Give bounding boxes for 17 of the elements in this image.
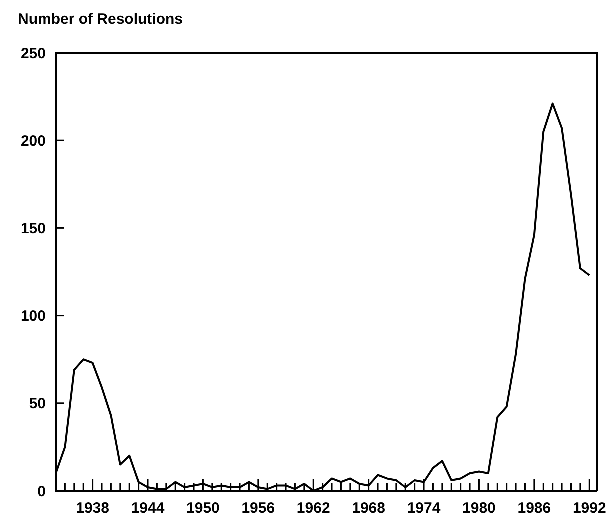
y-tick-label: 0 [38,483,46,500]
y-tick-label: 100 [20,308,46,326]
y-tick-label: 250 [20,45,46,62]
chart-title: Number of Resolutions [18,11,184,28]
y-tick-label: 150 [20,220,46,238]
x-tick-label: 1962 [296,500,330,517]
x-tick-label: 1968 [352,500,386,517]
x-tick-label: 1974 [407,500,442,517]
x-tick-label: 1992 [572,500,606,517]
y-tick-label: 50 [29,396,46,413]
x-tick-label: 1938 [76,500,110,517]
x-tick-label: 1950 [186,500,220,517]
x-tick-label: 1980 [462,500,496,517]
y-tick-label: 200 [20,132,46,150]
x-tick-label: 1944 [131,500,166,517]
x-tick-label: 1986 [518,500,552,517]
x-tick-label: 1956 [242,500,276,517]
